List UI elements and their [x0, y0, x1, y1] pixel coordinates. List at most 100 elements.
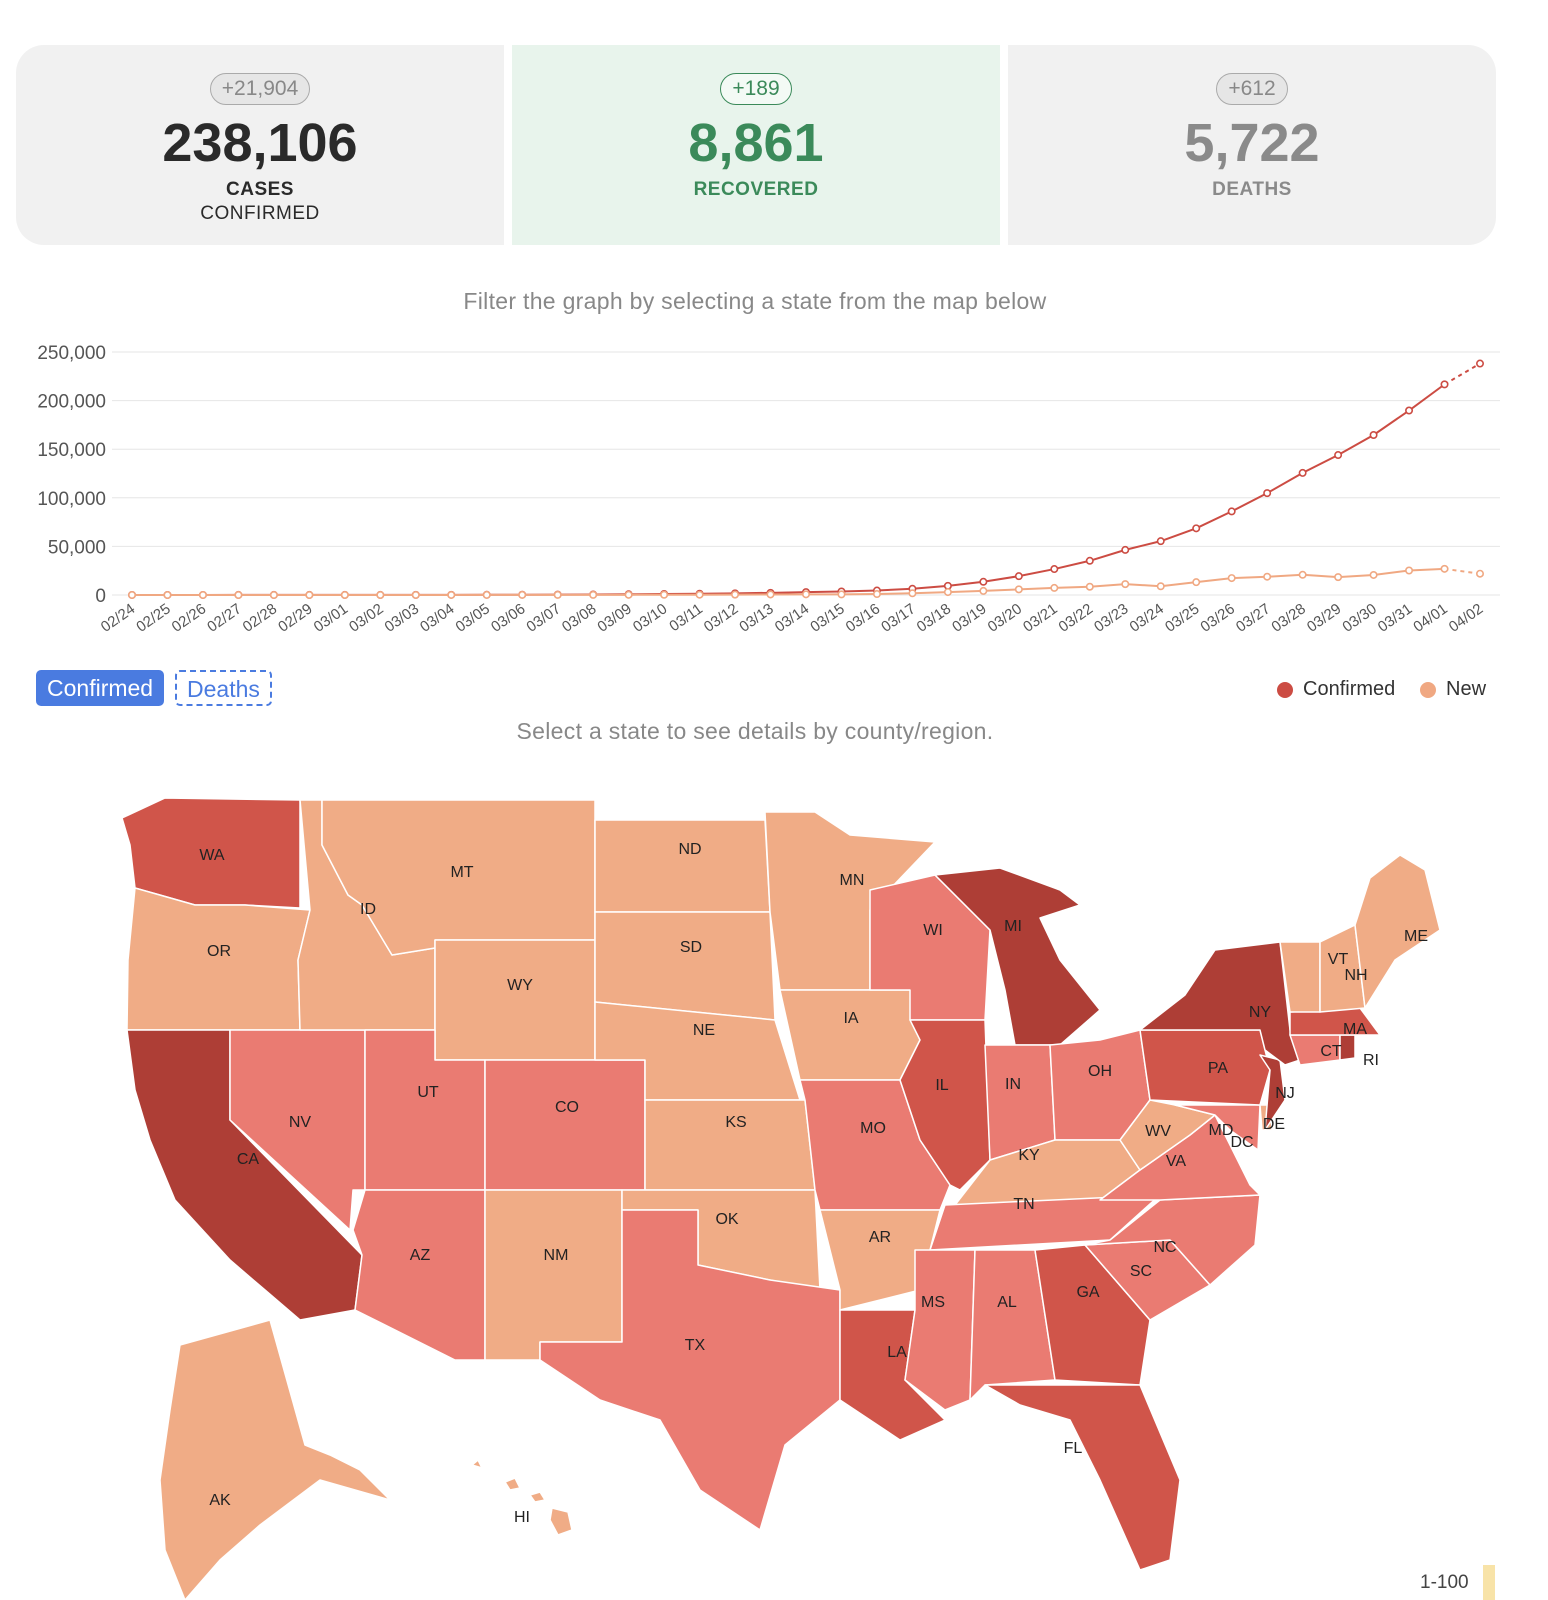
- map-scale-swatch: [1483, 1565, 1495, 1600]
- x-tick-label: 03/01: [311, 600, 352, 635]
- x-tick-label: 03/08: [559, 600, 600, 635]
- deaths-toggle-button[interactable]: Deaths: [175, 670, 272, 706]
- data-point-confirmed[interactable]: [1156, 537, 1165, 546]
- state-fl[interactable]: [984, 1384, 1181, 1571]
- data-point-new[interactable]: [128, 590, 137, 599]
- data-point-new[interactable]: [1050, 583, 1059, 592]
- label-fl: FL: [1064, 1440, 1083, 1457]
- data-point-new[interactable]: [198, 590, 207, 599]
- state-tx[interactable]: [539, 1209, 841, 1531]
- data-point-new[interactable]: [234, 590, 243, 599]
- data-point-new[interactable]: [1440, 564, 1449, 573]
- legend-item-new[interactable]: New: [1420, 678, 1486, 701]
- us-state-map[interactable]: WA OR CA NV ID MT WY UT CO AZ NM ND SD N…: [0, 790, 1548, 1600]
- data-point-new[interactable]: [766, 590, 775, 599]
- x-tick-label: 03/30: [1339, 600, 1380, 635]
- data-point-new[interactable]: [872, 590, 881, 599]
- chart-series[interactable]: [128, 359, 1485, 599]
- data-point-confirmed[interactable]: [1334, 451, 1343, 460]
- label-nv: NV: [289, 1114, 312, 1131]
- data-point-new[interactable]: [1014, 585, 1023, 594]
- state-hi[interactable]: [471, 1459, 573, 1536]
- data-point-new[interactable]: [1085, 582, 1094, 591]
- data-point-confirmed[interactable]: [979, 577, 988, 586]
- x-tick-label: 02/26: [169, 600, 210, 635]
- data-point-confirmed[interactable]: [1014, 572, 1023, 581]
- state-ri[interactable]: [1339, 1034, 1356, 1061]
- data-point-confirmed[interactable]: [1227, 507, 1236, 516]
- data-point-new[interactable]: [553, 590, 562, 599]
- data-point-new[interactable]: [1334, 573, 1343, 582]
- data-point-new[interactable]: [660, 590, 669, 599]
- data-point-new[interactable]: [1476, 569, 1485, 578]
- data-point-new[interactable]: [979, 586, 988, 595]
- state-mi[interactable]: [934, 867, 1101, 1046]
- confirmed-toggle-button[interactable]: Confirmed: [36, 670, 165, 706]
- map-state-labels: WA OR CA NV ID MT WY UT CO AZ NM ND SD N…: [199, 841, 1428, 1526]
- data-point-new[interactable]: [1192, 578, 1201, 587]
- data-point-new[interactable]: [731, 590, 740, 599]
- recovered-card: +189 8,861 RECOVERED: [512, 45, 1000, 245]
- data-point-new[interactable]: [411, 590, 420, 599]
- label-co: CO: [555, 1099, 579, 1116]
- data-point-confirmed[interactable]: [1476, 359, 1485, 368]
- data-point-confirmed[interactable]: [1121, 545, 1130, 554]
- data-point-new[interactable]: [589, 590, 598, 599]
- state-pa[interactable]: [1139, 1029, 1271, 1106]
- data-point-new[interactable]: [837, 590, 846, 599]
- label-tx: TX: [685, 1337, 706, 1354]
- data-point-confirmed[interactable]: [1263, 489, 1272, 498]
- state-me[interactable]: [1354, 854, 1441, 1009]
- cases-line-chart[interactable]: 0 50,000 100,000 150,000 200,000 250,000 02/2…: [0, 320, 1510, 640]
- data-point-new[interactable]: [1405, 566, 1414, 575]
- data-point-new[interactable]: [1156, 582, 1165, 591]
- state-sd[interactable]: [594, 911, 776, 1021]
- state-wy[interactable]: [434, 939, 596, 1061]
- x-tick-label: 03/12: [701, 600, 742, 635]
- data-point-new[interactable]: [1227, 574, 1236, 583]
- state-ga[interactable]: [1034, 1244, 1151, 1386]
- legend-item-confirmed[interactable]: Confirmed: [1277, 678, 1395, 701]
- data-point-confirmed[interactable]: [1298, 468, 1307, 477]
- state-ia[interactable]: [779, 989, 921, 1081]
- data-point-confirmed[interactable]: [1369, 431, 1378, 440]
- state-nm[interactable]: [484, 1189, 623, 1361]
- cases-card: +21,904 238,106 CASES CONFIRMED: [16, 45, 504, 245]
- data-point-new[interactable]: [1369, 570, 1378, 579]
- label-wy: WY: [507, 977, 533, 994]
- label-in: IN: [1005, 1076, 1021, 1093]
- state-ak[interactable]: [159, 1319, 391, 1600]
- state-az[interactable]: [352, 1189, 486, 1361]
- state-ms[interactable]: [904, 1249, 976, 1411]
- data-point-confirmed[interactable]: [1050, 565, 1059, 574]
- state-al[interactable]: [969, 1249, 1056, 1401]
- data-point-new[interactable]: [1298, 570, 1307, 579]
- data-point-new[interactable]: [269, 590, 278, 599]
- x-tick-label: 03/31: [1375, 600, 1416, 635]
- x-tick-label: 03/23: [1091, 600, 1132, 635]
- label-ma: MA: [1343, 1021, 1367, 1038]
- data-point-new[interactable]: [482, 590, 491, 599]
- label-va: VA: [1166, 1153, 1186, 1170]
- data-point-new[interactable]: [305, 590, 314, 599]
- data-point-new[interactable]: [1263, 572, 1272, 581]
- data-point-new[interactable]: [518, 590, 527, 599]
- data-point-new[interactable]: [447, 590, 456, 599]
- data-point-new[interactable]: [1121, 580, 1130, 589]
- data-point-new[interactable]: [340, 590, 349, 599]
- data-point-new[interactable]: [376, 590, 385, 599]
- data-point-new[interactable]: [624, 590, 633, 599]
- data-point-confirmed[interactable]: [1440, 380, 1449, 389]
- data-point-new[interactable]: [908, 589, 917, 598]
- label-al: AL: [997, 1294, 1017, 1311]
- data-point-new[interactable]: [943, 588, 952, 597]
- data-point-confirmed[interactable]: [1085, 556, 1094, 565]
- data-point-confirmed[interactable]: [1192, 524, 1201, 533]
- data-point-new[interactable]: [695, 590, 704, 599]
- state-nd[interactable]: [594, 819, 771, 913]
- state-co[interactable]: [484, 1059, 646, 1191]
- data-point-confirmed[interactable]: [1405, 406, 1414, 415]
- data-point-new[interactable]: [801, 590, 810, 599]
- data-point-new[interactable]: [163, 590, 172, 599]
- state-ar[interactable]: [819, 1209, 941, 1311]
